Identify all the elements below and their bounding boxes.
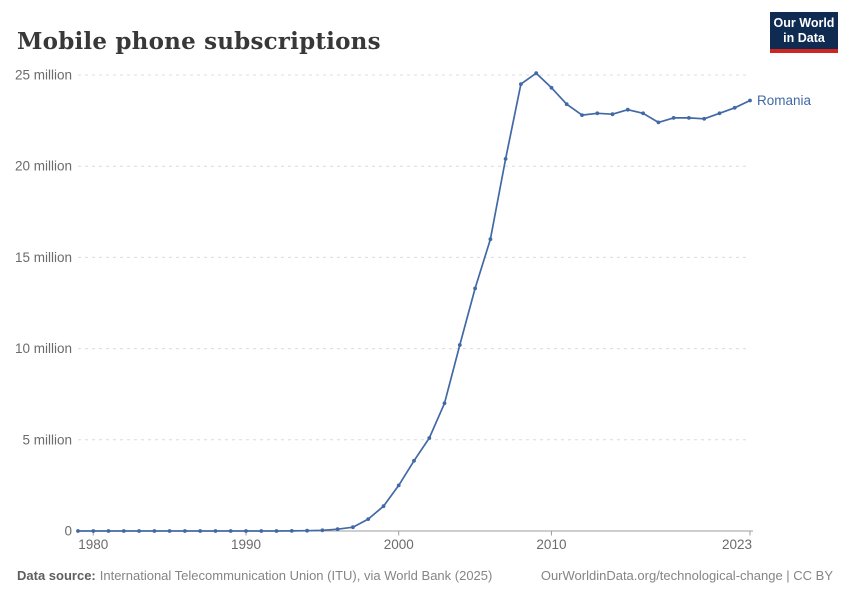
- data-point[interactable]: [121, 529, 126, 533]
- page-title: Mobile phone subscriptions: [17, 28, 381, 56]
- data-point[interactable]: [580, 113, 584, 117]
- data-point[interactable]: [259, 529, 264, 533]
- data-point[interactable]: [503, 157, 508, 161]
- data-point[interactable]: [656, 120, 661, 125]
- data-point[interactable]: [274, 529, 279, 533]
- data-point[interactable]: [351, 525, 355, 530]
- data-point[interactable]: [91, 529, 96, 533]
- data-source-text: International Telecommunication Union (I…: [99, 568, 493, 583]
- data-point[interactable]: [488, 237, 493, 242]
- x-axis-tick-label: 2023: [722, 537, 752, 552]
- footer-link[interactable]: OurWorldinData.org/technological-change …: [540, 568, 833, 583]
- data-point[interactable]: [549, 85, 554, 90]
- data-point[interactable]: [473, 286, 477, 291]
- data-point[interactable]: [625, 107, 630, 112]
- data-point[interactable]: [412, 458, 416, 463]
- y-axis-tick-label: 0: [64, 524, 72, 539]
- data-point[interactable]: [183, 529, 187, 533]
- data-point[interactable]: [152, 529, 157, 533]
- data-point[interactable]: [732, 105, 737, 110]
- data-point[interactable]: [213, 529, 218, 533]
- data-point[interactable]: [748, 98, 752, 103]
- data-point[interactable]: [137, 529, 142, 533]
- data-point[interactable]: [687, 116, 691, 120]
- data-point[interactable]: [381, 504, 386, 509]
- data-point[interactable]: [564, 102, 569, 107]
- x-axis-tick-label: 1980: [78, 537, 108, 552]
- owid-logo-line1: Our World: [773, 16, 835, 30]
- data-point[interactable]: [641, 111, 645, 116]
- x-axis-tick-label: 2010: [536, 537, 566, 552]
- data-point[interactable]: [167, 529, 172, 533]
- data-point[interactable]: [289, 529, 294, 533]
- data-source-note: Data source: International Telecommunicat…: [17, 568, 492, 583]
- series-end-label[interactable]: Romania: [757, 93, 812, 108]
- data-point[interactable]: [106, 529, 111, 533]
- data-point[interactable]: [534, 71, 539, 76]
- data-point[interactable]: [366, 517, 371, 521]
- data-point[interactable]: [457, 343, 462, 347]
- data-point[interactable]: [519, 82, 523, 86]
- data-point[interactable]: [76, 529, 80, 533]
- y-axis-tick-label: 15 million: [15, 250, 72, 265]
- y-axis-tick-label: 20 million: [15, 159, 72, 174]
- data-point[interactable]: [595, 111, 600, 116]
- y-axis-tick-label: 10 million: [15, 341, 72, 356]
- data-point[interactable]: [335, 527, 340, 532]
- y-axis-tick-label: 25 million: [15, 68, 72, 83]
- data-point[interactable]: [228, 529, 233, 533]
- owid-logo[interactable]: Our World in Data: [770, 12, 838, 53]
- data-point[interactable]: [610, 112, 615, 117]
- data-point[interactable]: [396, 483, 401, 488]
- chart-footer: Data source: International Telecommunicat…: [17, 568, 833, 583]
- data-point[interactable]: [717, 111, 722, 116]
- data-point[interactable]: [427, 436, 432, 440]
- y-axis-tick-label: 5 million: [22, 432, 72, 447]
- data-point[interactable]: [702, 116, 707, 121]
- owid-logo-line2: in Data: [783, 31, 825, 45]
- x-axis-tick-label: 1990: [231, 537, 261, 552]
- data-source-label: Data source:: [17, 568, 96, 583]
- x-axis-tick-label: 2000: [384, 537, 414, 552]
- data-point[interactable]: [305, 528, 309, 533]
- data-point[interactable]: [198, 529, 203, 533]
- data-point[interactable]: [442, 401, 447, 406]
- data-point[interactable]: [320, 528, 325, 533]
- data-point[interactable]: [244, 529, 248, 533]
- data-point[interactable]: [671, 116, 676, 120]
